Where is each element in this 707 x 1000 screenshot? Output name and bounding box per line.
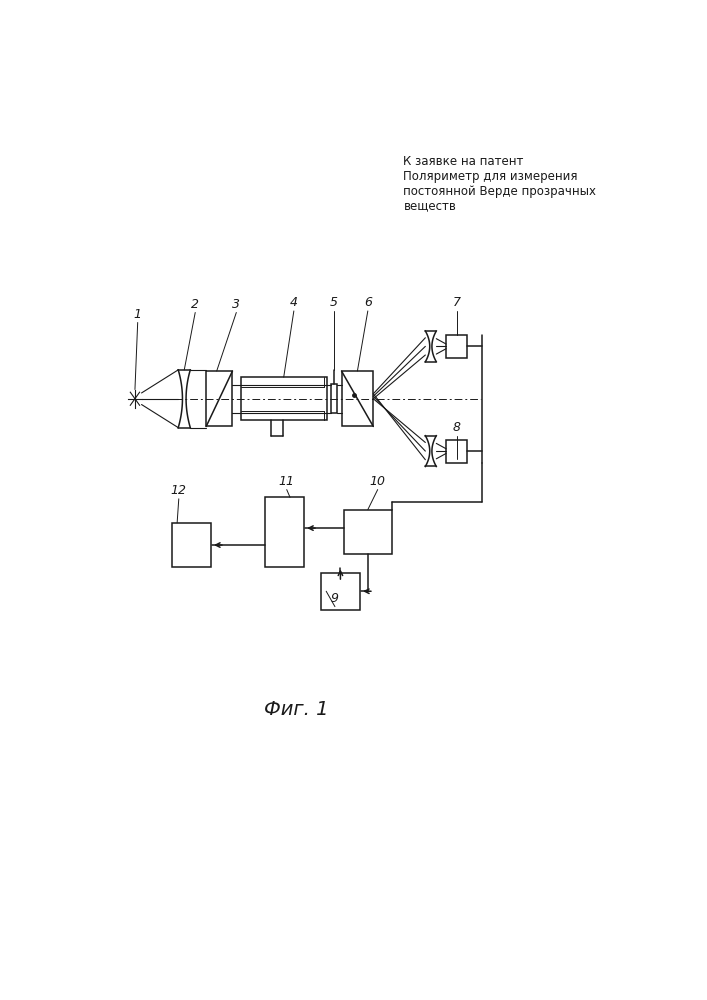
Bar bbox=[206, 371, 233, 426]
Bar bbox=[240, 377, 327, 420]
Text: 8: 8 bbox=[452, 421, 460, 434]
Text: 4: 4 bbox=[290, 296, 298, 309]
Text: 9: 9 bbox=[331, 592, 339, 605]
Text: 2: 2 bbox=[191, 298, 199, 311]
Bar bbox=[321, 573, 360, 610]
Bar bbox=[172, 523, 211, 567]
Bar bbox=[446, 335, 467, 358]
Text: 11: 11 bbox=[279, 475, 295, 488]
Bar bbox=[446, 440, 467, 463]
Text: 3: 3 bbox=[233, 298, 240, 311]
Bar bbox=[341, 371, 373, 426]
Text: 1: 1 bbox=[134, 308, 141, 321]
Text: 5: 5 bbox=[330, 296, 338, 309]
Bar bbox=[344, 510, 392, 554]
Text: 12: 12 bbox=[171, 484, 187, 497]
Text: К заявке на патент
Поляриметр для измерения
постоянной Верде прозрачных
веществ: К заявке на патент Поляриметр для измере… bbox=[404, 155, 597, 213]
Bar bbox=[265, 497, 304, 567]
Text: 7: 7 bbox=[452, 296, 460, 309]
Text: Фиг. 1: Фиг. 1 bbox=[264, 700, 328, 719]
Text: 6: 6 bbox=[364, 296, 372, 309]
Bar bbox=[331, 384, 337, 413]
Text: 10: 10 bbox=[370, 475, 386, 488]
